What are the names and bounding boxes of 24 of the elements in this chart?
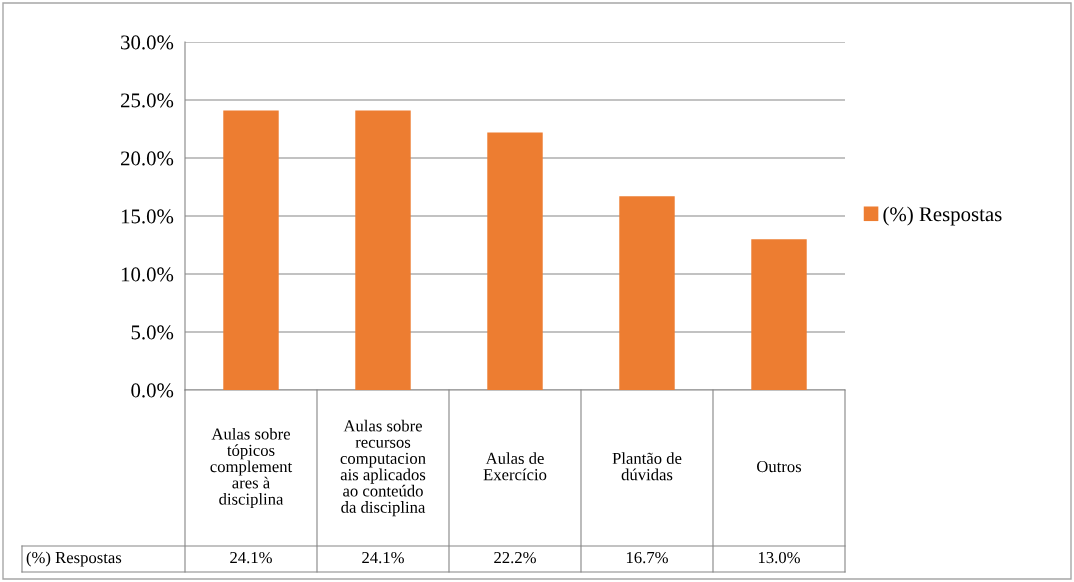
x-tick-label: Aulas de Exercício xyxy=(483,452,547,481)
bar xyxy=(355,110,411,390)
y-tick-label: 10.0% xyxy=(121,267,174,282)
data-label: 16.7% xyxy=(626,551,668,564)
bar xyxy=(619,196,675,390)
y-tick-label: 5.0% xyxy=(131,325,174,340)
data-label: 13.0% xyxy=(758,551,800,564)
data-label: 22.2% xyxy=(494,551,536,564)
y-tick-label: 0.0% xyxy=(131,383,174,398)
bar xyxy=(223,110,279,390)
bar xyxy=(487,132,543,390)
x-tick-label: Outros xyxy=(757,460,802,473)
x-tick-label: Aulas sobre tópicos complement ares à disciplina xyxy=(210,427,293,509)
y-tick-label: 15.0% xyxy=(121,209,174,224)
bar xyxy=(751,239,807,390)
text: (%) Respostas xyxy=(26,551,122,567)
x-tick-label: Aulas sobre recursos computacion ais aplicados ao conteúdo da disciplina xyxy=(340,419,426,517)
legend-label: (%) Respostas xyxy=(883,206,1002,226)
y-tick-label: 30.0% xyxy=(121,35,174,50)
data-label: 24.1% xyxy=(230,551,272,564)
data-label: 24.1% xyxy=(362,551,404,564)
y-tick-label: 20.0% xyxy=(120,151,174,166)
y-tick-label: 25.0% xyxy=(120,93,174,108)
x-tick-label: Plantão de dúvidas xyxy=(612,452,682,481)
